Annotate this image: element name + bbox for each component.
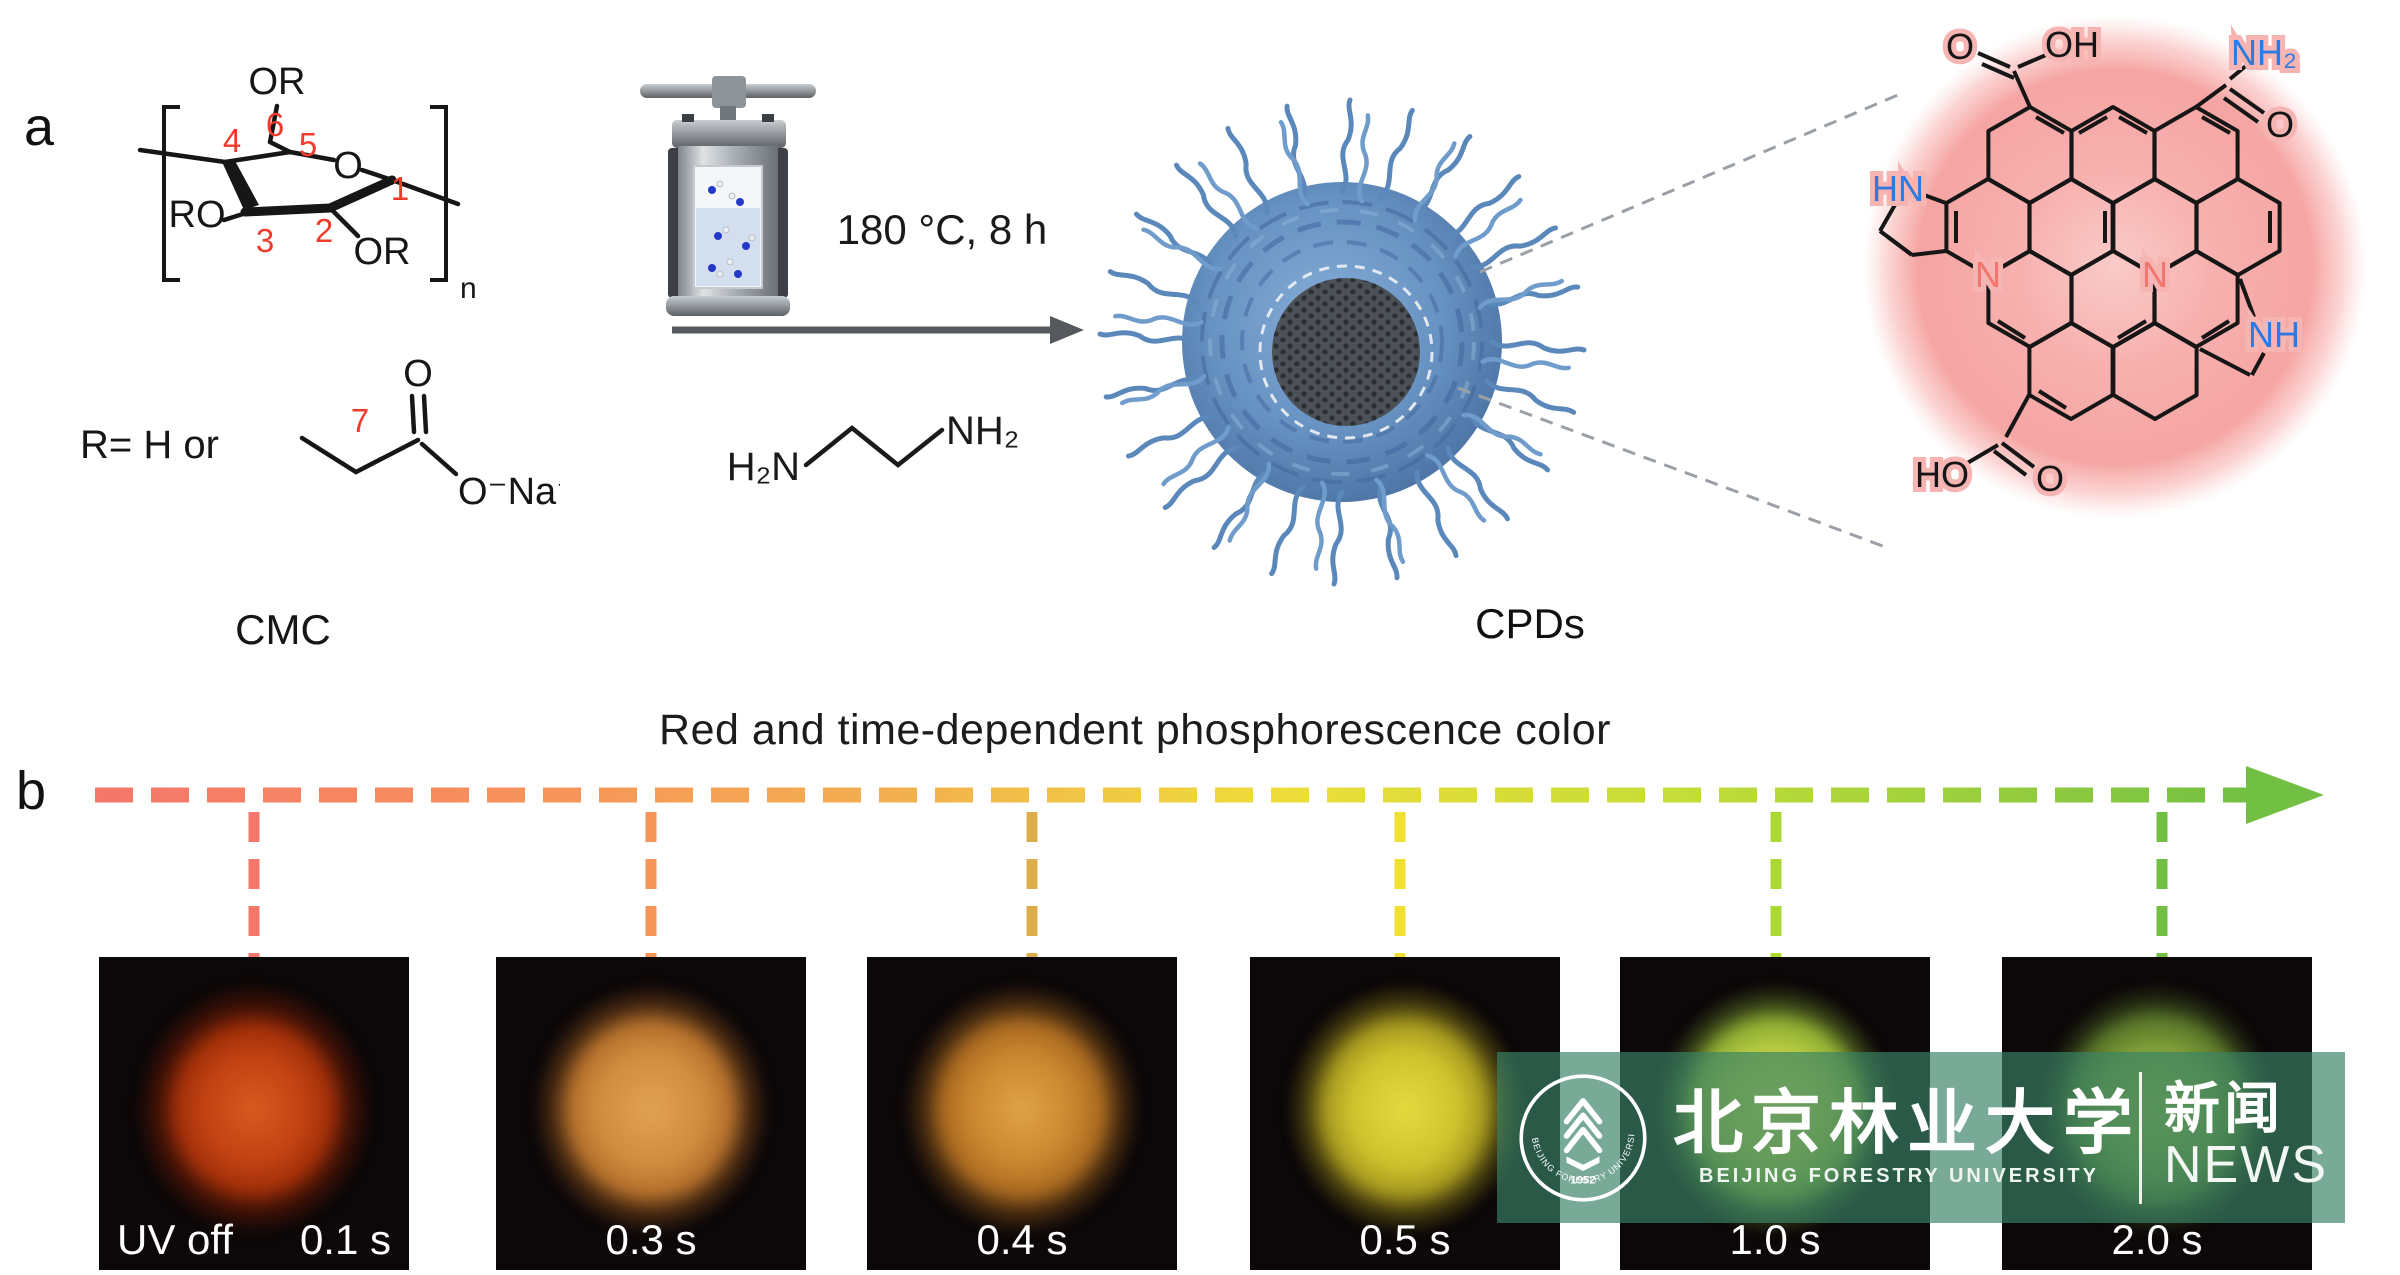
sample-disc — [903, 983, 1141, 1235]
molecule-amide-o-label: O — [2266, 104, 2294, 145]
molecule-n-left-label: N — [1975, 254, 2001, 295]
molecule-hn-label: HN — [1872, 168, 1924, 209]
news-label-en: NEWS — [2164, 1135, 2328, 1194]
cmc-number-3: 3 — [256, 222, 274, 259]
red-glow — [1863, 15, 2367, 519]
ethylenediamine-structure: H₂N NH₂ — [727, 409, 1020, 489]
cmc-ro-left-label: RO — [169, 194, 226, 236]
phosphorescence-photo-1: UV off 0.1 s — [99, 957, 409, 1270]
cmc-or-bottom-label: OR — [354, 231, 411, 273]
graphitic-lattice — [1878, 51, 2282, 477]
h2n-label: H₂N — [727, 445, 800, 489]
carbon-core — [1258, 264, 1434, 440]
time-label: 0.4 s — [976, 1216, 1068, 1263]
autoclave-icon — [640, 76, 816, 316]
news-watermark: 1952 BEIJING FORESTRY UNIVERSITY 北京林业大学 … — [1497, 1052, 2345, 1223]
sample-disc — [1286, 983, 1524, 1235]
uv-off-label: UV off — [117, 1216, 233, 1263]
molecule-dots — [708, 180, 756, 278]
university-name-en: BEIJING FORESTRY UNIVERSITY — [1699, 1164, 2099, 1187]
seal-year: 1952 — [1570, 1174, 1595, 1186]
panel-a-label: a — [24, 97, 55, 157]
news-label-cn: 新闻 — [2164, 1076, 2284, 1140]
cmc-or-top-label: OR — [249, 61, 306, 103]
time-label: 2.0 s — [2111, 1216, 2203, 1263]
reaction-arrow — [672, 316, 1084, 344]
sample-disc — [532, 983, 770, 1235]
time-label: 0.5 s — [1359, 1216, 1451, 1263]
molecule-ho-bottom-label: HO — [1915, 454, 1969, 495]
time-label: 0.3 s — [605, 1216, 697, 1263]
molecule-nh2-label: NH₂ — [2231, 32, 2297, 73]
timeline-ticks — [248, 812, 2168, 957]
cmc-ring-o-label: O — [333, 145, 363, 187]
time-label: 1.0 s — [1729, 1216, 1821, 1263]
sample-disc — [135, 983, 373, 1235]
polymer-shell — [1100, 100, 1584, 584]
timeline-arrowhead — [2246, 766, 2324, 824]
cmc-wedge-bond — [223, 159, 259, 210]
reaction-conditions-label: 180 °C, 8 h — [837, 206, 1048, 253]
carbonyl-o-label: O — [403, 353, 433, 395]
cmc-ring-bonds — [137, 103, 461, 239]
university-seal-icon: 1952 BEIJING FORESTRY UNIVERSITY — [1513, 1068, 1647, 1202]
watermark-divider — [2139, 1071, 2142, 1204]
cpds-caption: CPDs — [1475, 600, 1585, 647]
cmc-number-6: 6 — [266, 106, 284, 143]
molecule-n-right-label: N — [2142, 254, 2168, 295]
cmc-number-2: 2 — [315, 212, 333, 249]
molecule-o-bottom-label: O — [2036, 458, 2064, 499]
time-label: 0.1 s — [299, 1216, 391, 1263]
carboxylate-ona-label: O⁻Na⁺ — [458, 471, 560, 513]
phosphorescence-photo-4: 0.5 s — [1250, 957, 1560, 1270]
panel-b-label: b — [16, 761, 47, 821]
cmc-number-7: 7 — [351, 402, 369, 439]
cpd-sphere — [1080, 60, 1620, 600]
phosphorescence-photo-2: 0.3 s — [496, 957, 806, 1270]
panel-b-title: Red and time-dependent phosphorescence c… — [659, 706, 1611, 754]
repeat-brackets — [162, 105, 448, 282]
molecule-o-top-label: O — [1946, 26, 1974, 67]
r-definition-label: R= H or — [80, 423, 219, 467]
molecule-nh-label: NH — [2248, 314, 2300, 355]
cpd-core-molecule: O OH NH₂ O HN N N NH HO O — [1863, 15, 2367, 519]
cmc-name-label: CMC — [235, 606, 331, 653]
phosphorescence-photo-3: 0.4 s — [867, 957, 1177, 1270]
cmc-number-5: 5 — [299, 126, 317, 163]
cmc-number-1: 1 — [391, 170, 409, 207]
cmc-structure: OR O RO OR n 4 6 5 1 2 3 7 R= H or O O⁻N… — [80, 61, 560, 653]
nh2-label: NH₂ — [946, 409, 1019, 453]
carboxylate-bonds — [299, 393, 459, 477]
university-name-cn: 北京林业大学 — [1673, 1084, 2141, 1163]
reaction-scheme: 180 °C, 8 h H₂N NH₂ — [640, 76, 1084, 489]
phosphorescence-timeline — [95, 766, 2324, 957]
cmc-number-4: 4 — [223, 122, 241, 159]
zoom-connector-lines — [1457, 90, 1906, 550]
molecule-oh-top-label: OH — [2045, 24, 2099, 65]
cmc-n-subscript: n — [460, 272, 477, 305]
